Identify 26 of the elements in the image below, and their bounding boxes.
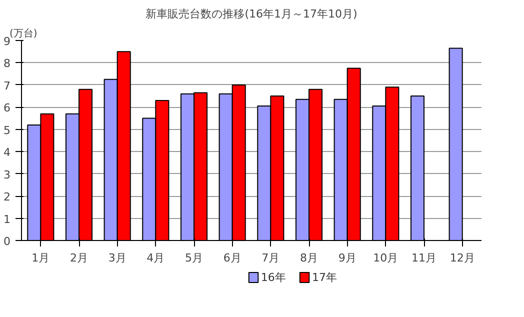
y-tick-label: 0 — [4, 235, 10, 248]
x-tick-label: 2月 — [70, 252, 88, 264]
x-tick-label: 3月 — [108, 252, 126, 264]
x-tick-label: 7月 — [262, 252, 280, 264]
y-tick-label: 1 — [4, 212, 10, 226]
x-tick-label: 9月 — [338, 252, 356, 264]
x-tick-label: 10月 — [373, 252, 398, 264]
y-axis-title: (万台) — [10, 28, 38, 40]
y-tick-label: 3 — [4, 168, 10, 182]
x-tick-label: 11月 — [412, 252, 436, 264]
x-tick-label: 4月 — [146, 252, 165, 264]
x-tick-label: 1月 — [32, 252, 50, 264]
chart-title: 新車販売台数の推移(16年1月～17年10月) — [146, 8, 358, 20]
legend-label: 17年 — [312, 271, 337, 284]
y-tick-label: 8 — [4, 57, 10, 70]
x-tick-label: 5月 — [185, 252, 203, 264]
x-tick-label: 6月 — [223, 252, 242, 264]
x-tick-label: 8月 — [300, 252, 318, 264]
y-tick-label: 9 — [4, 35, 10, 48]
x-tick-label: 12月 — [450, 252, 475, 264]
y-tick-label: 2 — [4, 190, 10, 204]
y-tick-label: 6 — [4, 102, 10, 115]
legend-label: 16年 — [260, 271, 286, 284]
y-tick-label: 5 — [4, 124, 10, 137]
y-tick-label: 7 — [4, 79, 10, 92]
y-tick-label: 4 — [4, 146, 10, 160]
